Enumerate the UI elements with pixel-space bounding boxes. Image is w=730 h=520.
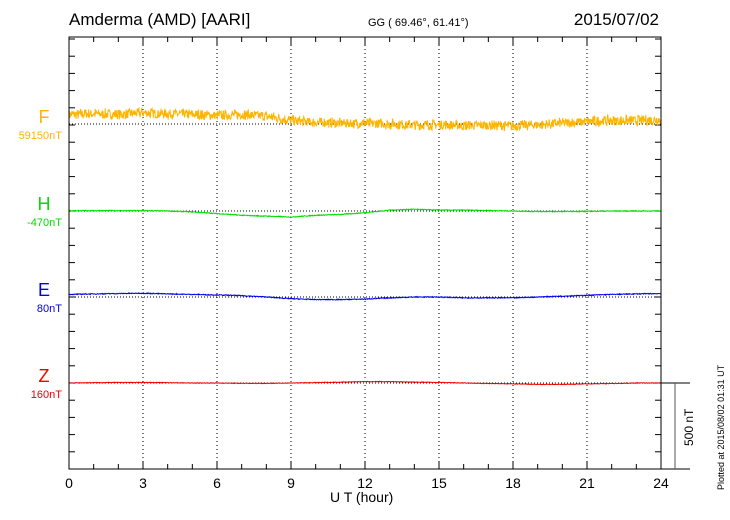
x-tick-label: 6 bbox=[213, 475, 221, 491]
x-tick-label: 24 bbox=[653, 475, 669, 491]
plot-area: 0 3 6 9 12 15 18 21 24 bbox=[0, 0, 730, 520]
x-tick-label: 9 bbox=[287, 475, 295, 491]
x-tick-label: 21 bbox=[579, 475, 595, 491]
x-tick-label: 3 bbox=[139, 475, 147, 491]
x-tick-label: 12 bbox=[357, 475, 373, 491]
magnetogram: Amderma (AMD) [AARI] GG ( 69.46°, 61.41°… bbox=[0, 0, 730, 520]
x-tick-label: 15 bbox=[431, 475, 447, 491]
x-tick-label: 18 bbox=[505, 475, 521, 491]
trace-h bbox=[69, 209, 661, 217]
x-tick-label: 0 bbox=[65, 475, 73, 491]
trace-f bbox=[69, 108, 661, 132]
trace-z bbox=[69, 381, 661, 384]
